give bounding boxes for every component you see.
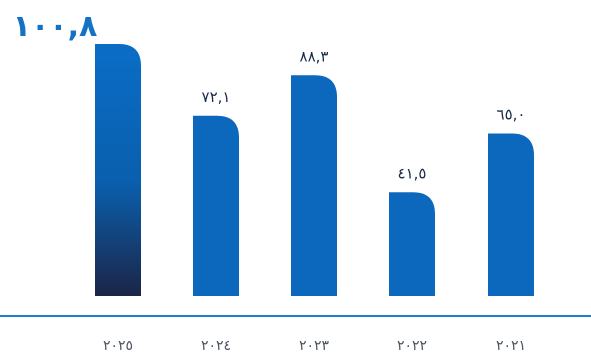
x-tick-labels-group: ٢٠٢٥ ٢٠٢٤ ٢٠٢٣ ٢٠٢٢ ٢٠٢١ [103, 338, 526, 354]
x-tick-label-3: ٢٠٢٢ [397, 338, 427, 354]
bar-3 [389, 192, 435, 296]
x-tick-label-0: ٢٠٢٥ [103, 338, 133, 354]
value-label-1: ٧٢,١ [202, 88, 231, 106]
x-tick-label-2: ٢٠٢٣ [299, 338, 330, 354]
x-tick-label-4: ٢٠٢١ [496, 338, 526, 354]
x-tick-label-1: ٢٠٢٤ [201, 338, 231, 354]
value-label-2: ٨٨,٣ [300, 47, 329, 65]
bars-group [95, 44, 534, 296]
bar-2 [291, 75, 337, 296]
value-label-0: ١٠٠,٨ [13, 9, 98, 44]
bar-4 [488, 133, 534, 296]
bar-1 [193, 115, 239, 296]
value-label-3: ٤١,٥ [398, 164, 427, 182]
value-label-4: ٦٥,٠ [497, 106, 526, 124]
bar-0 [95, 44, 141, 296]
value-labels-group: ١٠٠,٨ ٧٢,١ ٨٨,٣ ٤١,٥ ٦٥,٠ [13, 9, 526, 182]
